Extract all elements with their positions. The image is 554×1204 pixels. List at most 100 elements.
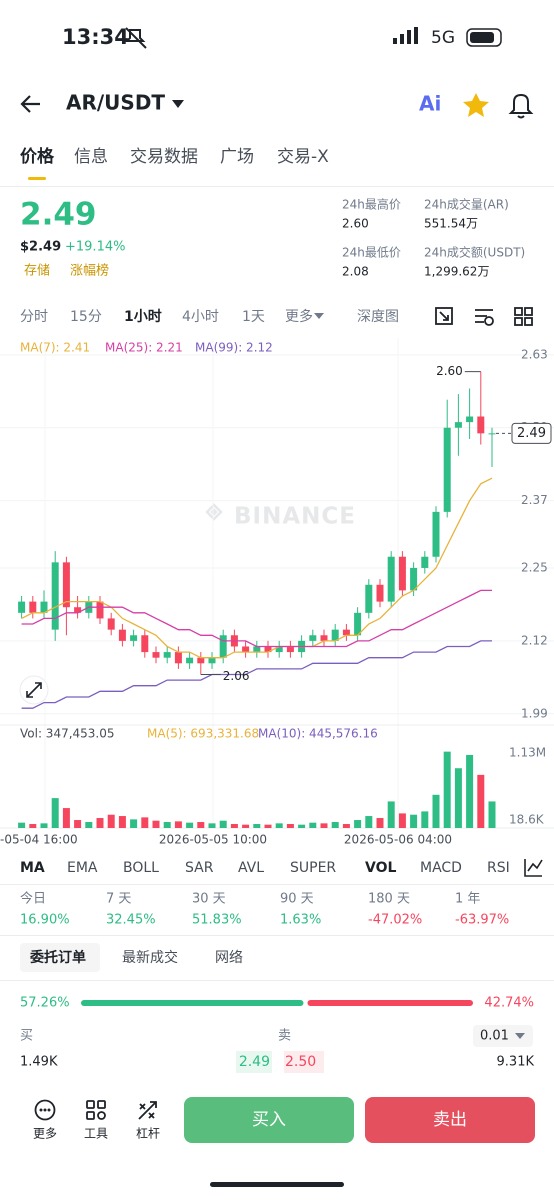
precision[interactable]: 0.01: [480, 1029, 509, 1044]
volume-bar: [62, 808, 70, 828]
indicator[interactable]: RSI: [487, 860, 510, 876]
candle-body: [107, 618, 115, 630]
tools-icon[interactable]: [86, 1100, 106, 1120]
candle-body: [376, 584, 384, 602]
signal-icon: [393, 27, 418, 44]
candle-body: [51, 562, 59, 630]
sell-label[interactable]: 卖出: [433, 1110, 467, 1130]
battery-level: [470, 32, 494, 43]
tab[interactable]: 信息: [74, 147, 108, 167]
sell-button[interactable]: [365, 1097, 535, 1143]
candle-body: [410, 567, 418, 591]
network: 5G: [431, 28, 455, 48]
indicator[interactable]: SAR: [185, 860, 214, 876]
pair-dropdown[interactable]: [172, 100, 184, 108]
precision-select[interactable]: [473, 1025, 533, 1047]
divider: [0, 884, 554, 885]
indicator[interactable]: MACD: [420, 860, 462, 876]
clock: 13:34: [62, 25, 129, 49]
volume-bar: [51, 798, 59, 828]
interval[interactable]: 15分: [70, 309, 102, 325]
volume-bar: [219, 820, 227, 828]
indicator[interactable]: BOLL: [123, 860, 159, 876]
tab[interactable]: 广场: [220, 147, 254, 167]
order-tab[interactable]: 委托订单: [29, 949, 86, 966]
indicator[interactable]: AVL: [238, 860, 264, 876]
perf-label: 1 年: [455, 892, 480, 907]
y-tick-label: 2.25: [521, 560, 548, 574]
volume-bar: [186, 822, 194, 828]
volume-bar: [174, 821, 182, 828]
stat-label: 24h成交量(AR): [424, 197, 509, 212]
volume-bar: [163, 822, 171, 828]
candle-body: [398, 556, 406, 591]
favorite[interactable]: [463, 93, 489, 117]
ma-line: [21, 640, 492, 709]
interval[interactable]: 1小时: [124, 308, 162, 325]
volume-bar: [107, 814, 115, 828]
back-button[interactable]: [20, 95, 40, 113]
pair[interactable]: AR/USDT: [66, 91, 165, 115]
tab[interactable]: 价格: [20, 146, 55, 167]
order-tab[interactable]: 网络: [215, 950, 243, 966]
tab[interactable]: 交易数据: [130, 147, 198, 167]
last-price: 2.49: [20, 197, 97, 233]
buy-ratio-bar: [81, 1000, 304, 1006]
candle-body: [320, 635, 328, 641]
ask-qty: 9.31K: [497, 1055, 535, 1070]
volume-bar: [253, 824, 261, 828]
ma-line: [21, 477, 493, 659]
price-change: +19.14%: [65, 240, 125, 255]
volume-bar: [410, 814, 418, 828]
vol-legend: MA(5): 693,331.68: [147, 727, 259, 741]
active-tab-bg: [20, 943, 100, 972]
battery: [466, 28, 502, 47]
tab-underline: [28, 177, 46, 180]
candle-body: [40, 601, 48, 613]
buy-label[interactable]: 买入: [252, 1110, 286, 1130]
candle-body: [443, 427, 451, 512]
buy-button[interactable]: [184, 1097, 354, 1143]
interval[interactable]: 分时: [20, 309, 48, 325]
nav-label[interactable]: 杠杆: [136, 1126, 160, 1141]
interval[interactable]: 更多: [285, 308, 313, 325]
candle-body: [242, 646, 250, 653]
last-price-label: 2.49: [517, 426, 546, 441]
indicator[interactable]: MA: [20, 860, 45, 876]
indicator[interactable]: EMA: [67, 860, 98, 876]
tab[interactable]: 交易-X: [277, 147, 329, 167]
indicator-settings[interactable]: [524, 859, 543, 877]
tag[interactable]: 涨幅榜: [70, 263, 109, 279]
leverage-icon[interactable]: [138, 1101, 157, 1120]
vol-tick-label: 18.6K: [509, 813, 545, 827]
ask-price: 2.50: [285, 1054, 316, 1070]
more-dots: [39, 1108, 51, 1112]
candle-body: [309, 635, 317, 641]
candle-body: [152, 652, 160, 658]
nav-label[interactable]: 更多: [33, 1127, 57, 1141]
order-tab[interactable]: 最新成交: [122, 949, 178, 966]
indicator[interactable]: VOL: [365, 860, 396, 876]
candle-body: [18, 601, 26, 613]
more-icon[interactable]: [34, 1099, 56, 1121]
nav-label[interactable]: 工具: [84, 1127, 108, 1141]
candle-body: [342, 629, 350, 636]
candle-body: [208, 657, 216, 664]
ai-button[interactable]: Ai: [419, 92, 441, 116]
volume-bar: [298, 824, 306, 828]
candle-body: [454, 422, 462, 428]
alert-bell[interactable]: [508, 93, 534, 119]
interval[interactable]: 1天: [242, 309, 265, 325]
interval[interactable]: 深度图: [357, 309, 399, 325]
volume-bar: [85, 822, 93, 828]
volume-bar: [466, 754, 474, 828]
tag[interactable]: 存储: [24, 264, 50, 279]
interval[interactable]: 4小时: [182, 309, 219, 325]
y-tick-label: 1.99: [521, 706, 548, 720]
fullscreen-button[interactable]: [19, 675, 49, 705]
indicator[interactable]: SUPER: [290, 860, 336, 876]
candle-body: [96, 601, 104, 619]
chart-tools[interactable]: [435, 307, 533, 326]
stat-label: 24h最高价: [342, 197, 401, 212]
perf-label: 今日: [20, 891, 46, 907]
